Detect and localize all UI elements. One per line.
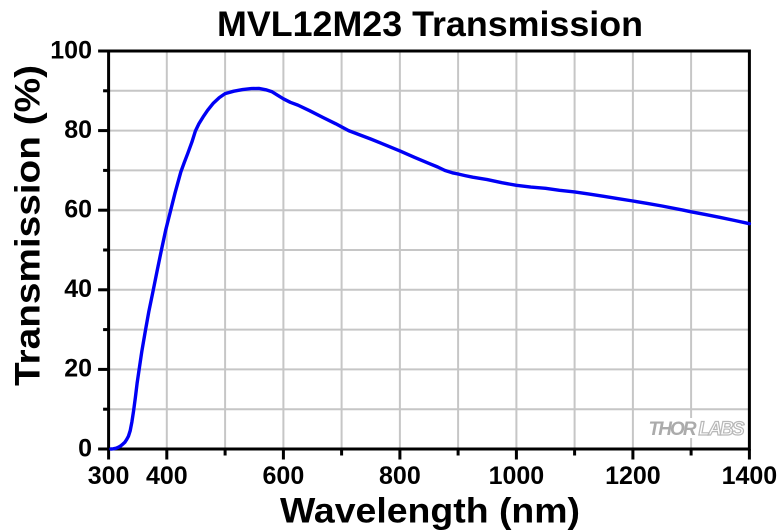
svg-text:1000: 1000 [489, 462, 545, 490]
svg-text:400: 400 [146, 462, 188, 490]
svg-text:600: 600 [263, 462, 305, 490]
svg-text:1400: 1400 [722, 462, 778, 490]
svg-text:800: 800 [379, 462, 421, 490]
svg-text:MVL12M23 Transmission: MVL12M23 Transmission [217, 5, 643, 44]
svg-text:40: 40 [64, 275, 92, 303]
svg-text:80: 80 [64, 116, 92, 144]
svg-text:LABS: LABS [699, 419, 745, 440]
svg-text:100: 100 [50, 36, 92, 64]
svg-text:THOR: THOR [649, 419, 697, 440]
svg-text:0: 0 [78, 434, 92, 462]
svg-text:1200: 1200 [605, 462, 661, 490]
svg-text:60: 60 [64, 196, 92, 224]
svg-text:Wavelength (nm): Wavelength (nm) [280, 492, 580, 531]
svg-text:20: 20 [64, 355, 92, 383]
svg-text:300: 300 [88, 462, 130, 490]
svg-text:Transmission (%): Transmission (%) [9, 65, 48, 386]
